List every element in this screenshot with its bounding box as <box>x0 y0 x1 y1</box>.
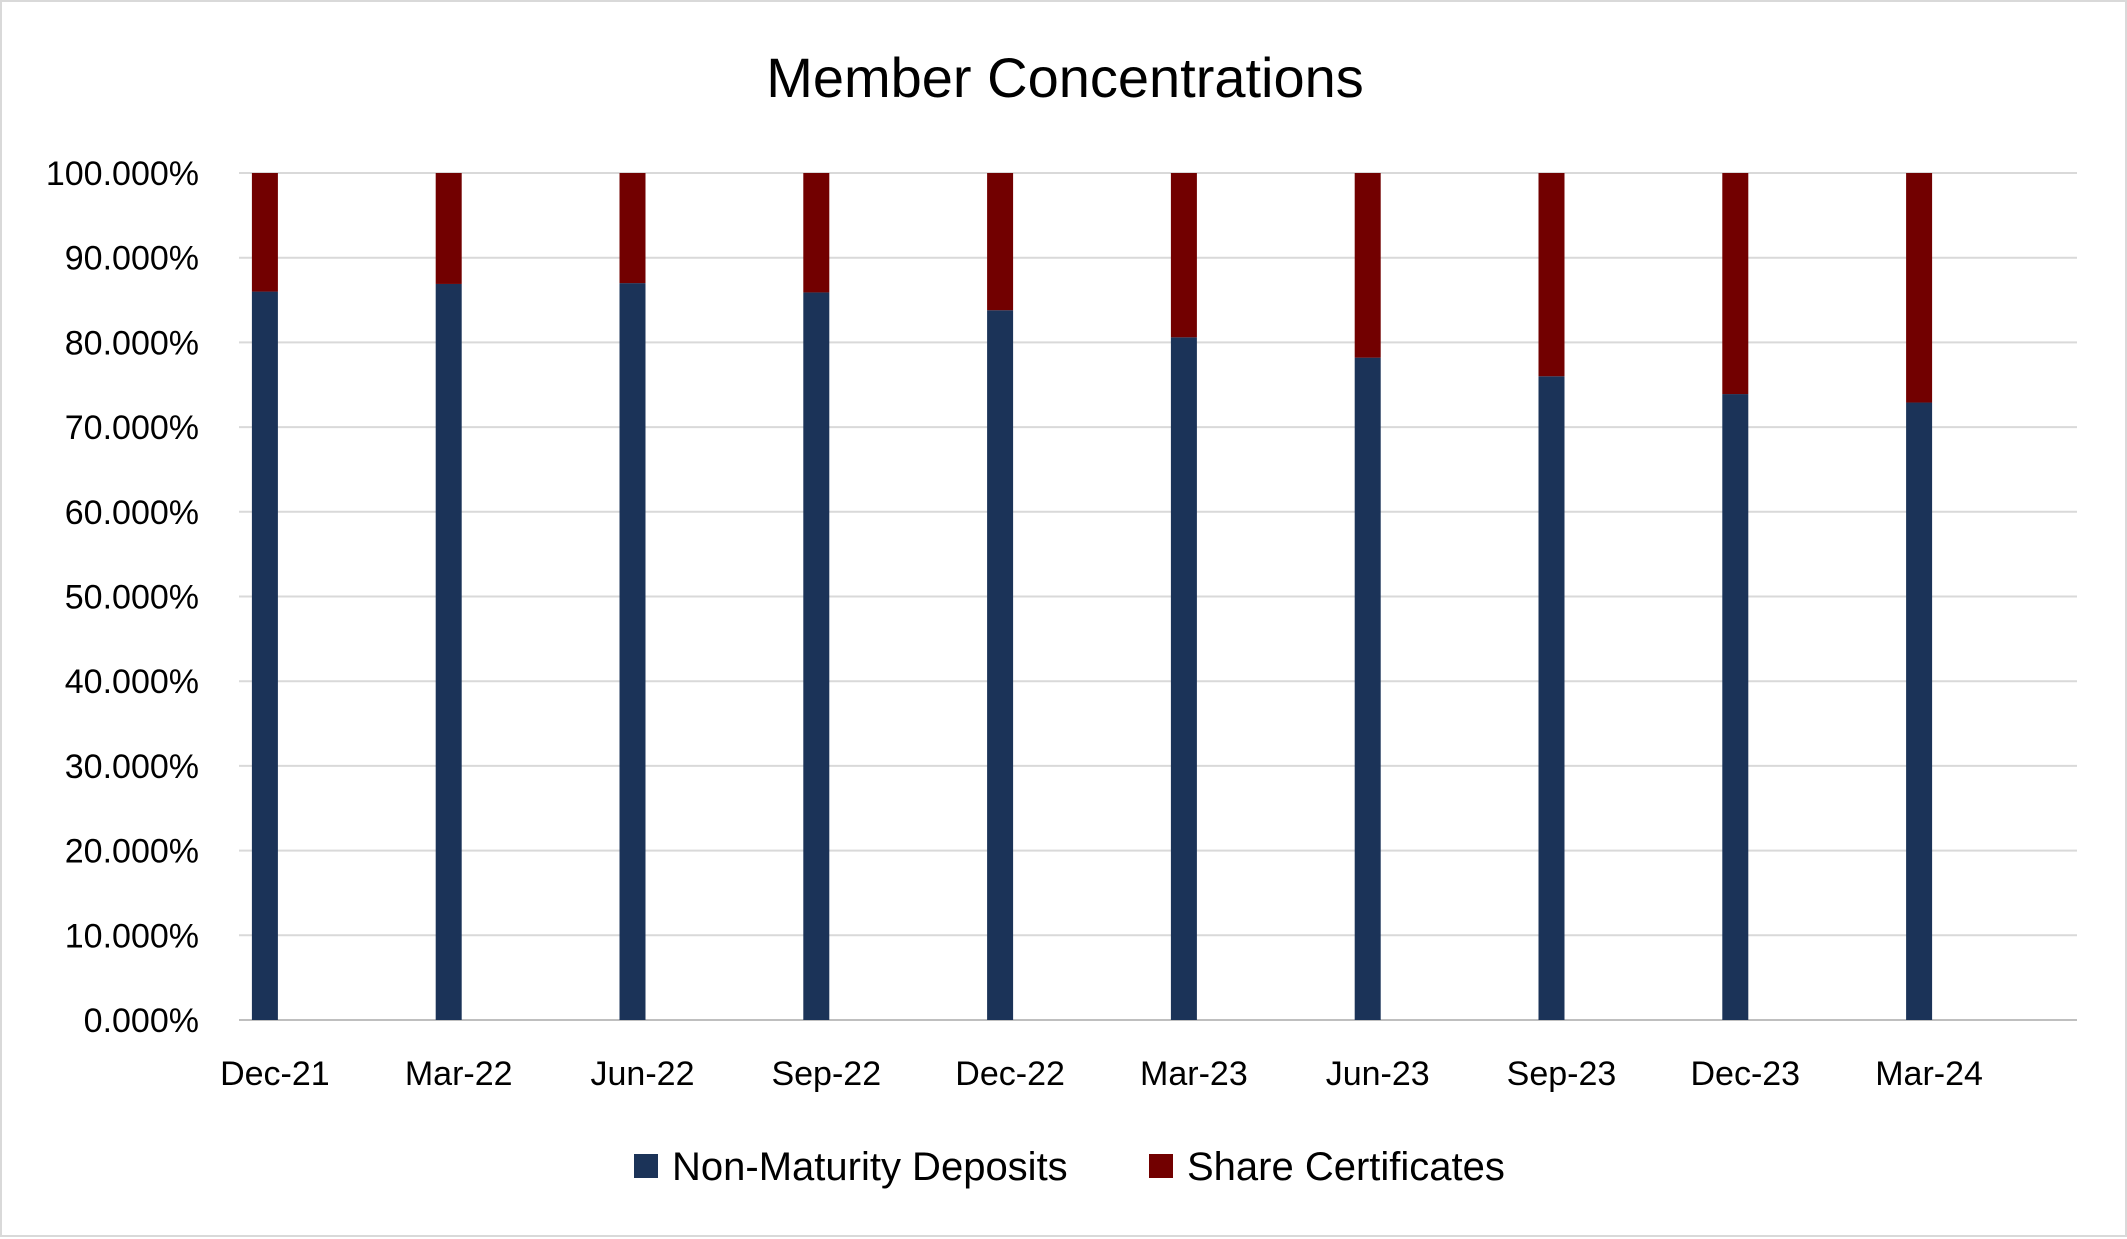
bar-non-maturity-deposits <box>1722 394 1749 1020</box>
x-tick-label: Mar-23 <box>1140 1055 1248 1093</box>
y-tick-label: 100.000% <box>46 155 199 193</box>
bar-share-certificates <box>1722 173 1749 395</box>
bar-non-maturity-deposits <box>987 310 1014 1020</box>
bar-share-certificates <box>435 173 462 284</box>
x-tick-label: Mar-24 <box>1875 1055 1983 1093</box>
legend: Non-Maturity Deposits Share Certificates <box>634 1145 1505 1189</box>
x-tick-label: Sep-23 <box>1507 1055 1617 1093</box>
x-axis-ticks: Dec-21 Mar-22 Jun-22 Sep-22 Dec-22 Mar-23 Jun-… <box>220 1055 1983 1093</box>
y-tick-label: 70.000% <box>65 409 199 447</box>
legend-swatch <box>634 1154 658 1178</box>
y-tick-label: 90.000% <box>65 240 199 278</box>
x-tick-label: Mar-22 <box>405 1055 513 1093</box>
x-tick-label: Jun-22 <box>591 1055 695 1093</box>
chart-title: Member Concentrations <box>766 46 1364 109</box>
y-tick-label: 80.000% <box>65 324 199 362</box>
bar-non-maturity-deposits <box>619 283 646 1020</box>
legend-swatch <box>1149 1154 1173 1178</box>
legend-label: Non-Maturity Deposits <box>672 1145 1068 1189</box>
y-tick-label: 60.000% <box>65 494 199 532</box>
bar-non-maturity-deposits <box>1538 376 1565 1020</box>
bar-non-maturity-deposits <box>435 283 462 1020</box>
y-tick-label: 50.000% <box>65 579 199 617</box>
bar-share-certificates <box>1354 173 1381 358</box>
x-tick-label: Dec-22 <box>955 1055 1065 1093</box>
y-tick-label: 20.000% <box>65 833 199 871</box>
bar-share-certificates <box>1538 173 1565 377</box>
x-tick-label: Dec-23 <box>1690 1055 1800 1093</box>
y-tick-label: 40.000% <box>65 663 199 701</box>
y-axis-ticks: 0.000% 10.000% 20.000% 30.000% 40.000% 50.000… <box>46 155 199 1040</box>
bar-share-certificates <box>619 173 646 284</box>
legend-label: Share Certificates <box>1187 1145 1505 1189</box>
bar-share-certificates <box>1906 173 1933 403</box>
x-tick-label: Sep-22 <box>771 1055 881 1093</box>
y-tick-label: 10.000% <box>65 917 199 955</box>
bar-share-certificates <box>803 173 830 293</box>
bar-share-certificates <box>251 173 278 292</box>
bar-share-certificates <box>1170 173 1197 338</box>
bar-non-maturity-deposits <box>1354 357 1381 1020</box>
y-tick-label: 30.000% <box>65 748 199 786</box>
bar-share-certificates <box>987 173 1014 311</box>
gridlines <box>239 172 2077 1021</box>
bar-non-maturity-deposits <box>1906 402 1933 1020</box>
bar-non-maturity-deposits <box>251 291 278 1021</box>
x-tick-label: Dec-21 <box>220 1055 330 1093</box>
bar-non-maturity-deposits <box>803 292 830 1020</box>
y-tick-label: 0.000% <box>84 1002 199 1040</box>
bar-non-maturity-deposits <box>1170 337 1197 1020</box>
bars <box>251 173 1933 1021</box>
x-tick-label: Jun-23 <box>1326 1055 1430 1093</box>
